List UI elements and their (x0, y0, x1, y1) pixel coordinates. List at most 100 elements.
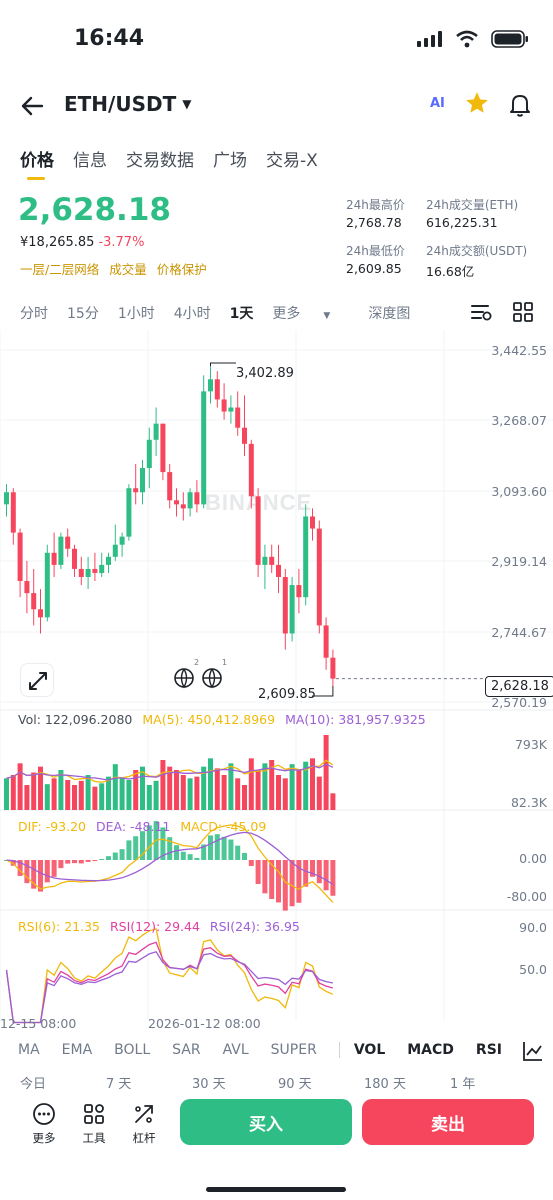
volume-bar (187, 778, 193, 810)
volume-bar (72, 785, 77, 810)
macd-bar (242, 853, 247, 860)
margin-button[interactable]: 杠杆 (124, 1102, 164, 1146)
interval-15m[interactable]: 15分 (67, 306, 99, 322)
rsi-tick-high: 90.0 (519, 920, 547, 935)
interval-1h[interactable]: 1小时 (117, 306, 155, 322)
stat-vol-eth: 616,225.31 (426, 215, 498, 230)
macd-bar (24, 860, 30, 884)
volume-bar (106, 776, 111, 810)
macd-bar (65, 860, 71, 864)
vol-tick-low: 82.3K (510, 795, 547, 810)
macd-bar (214, 834, 220, 860)
volume-bar (221, 775, 227, 810)
main-tabs: 价格 信息 交易数据 广场 交易-X (20, 146, 318, 171)
macd-bar (221, 836, 227, 860)
interval-more[interactable]: 更多 ▼ (272, 306, 331, 322)
candle-body (282, 576, 288, 634)
volume-bar (17, 763, 23, 810)
ind-rsi[interactable]: RSI (475, 1042, 502, 1058)
interval-1d[interactable]: 1天 (229, 306, 254, 322)
volume-bar (269, 760, 275, 810)
sell-button[interactable]: 卖出 (362, 1099, 534, 1145)
candle-body (276, 564, 281, 577)
candle-body (255, 496, 261, 565)
badge-count: 2 (194, 658, 200, 667)
ind-vol[interactable]: VOL (353, 1042, 386, 1058)
range-today[interactable]: 今日 (20, 1077, 47, 1092)
ind-ema[interactable]: EMA (61, 1042, 93, 1058)
range-7d[interactable]: 7 天 (106, 1077, 132, 1092)
pair-selector[interactable]: ETH/USDT ▼ (64, 92, 191, 116)
range-30d[interactable]: 30 天 (192, 1077, 226, 1092)
tab-square[interactable]: 广场 (213, 151, 247, 171)
tab-trading-data[interactable]: 交易数据 (126, 151, 194, 171)
current-price-tag: 2,628.18 (485, 676, 553, 697)
chip-volume[interactable]: 成交量 (109, 262, 147, 277)
tab-price[interactable]: 价格 (20, 151, 54, 171)
event-badge-1[interactable]: 2 (172, 658, 199, 694)
chart-settings-icon[interactable] (471, 302, 493, 322)
tools-button[interactable]: 工具 (74, 1102, 114, 1146)
low-marker: 2,609.85 (258, 687, 316, 702)
volume-bar (85, 775, 91, 810)
range-1y[interactable]: 1 年 (450, 1077, 476, 1092)
badge-count: 1 (222, 658, 228, 667)
range-180d[interactable]: 180 天 (364, 1077, 406, 1092)
back-arrow-icon[interactable] (18, 92, 46, 120)
macd-bar (310, 860, 315, 877)
indicator-chart-icon[interactable] (522, 1040, 544, 1062)
candle-body (296, 585, 302, 598)
ind-ma[interactable]: MA (18, 1042, 40, 1058)
candle-body (228, 407, 234, 412)
tab-trade-x[interactable]: 交易-X (266, 151, 318, 171)
ind-boll[interactable]: BOLL (114, 1042, 151, 1058)
ai-icon[interactable]: AI (430, 96, 445, 111)
more-button[interactable]: 更多 (24, 1102, 64, 1146)
tools-grid-icon (84, 1104, 104, 1124)
interval-time[interactable]: 分时 (20, 306, 48, 322)
rsi24-line (5, 951, 334, 1024)
bell-icon[interactable] (508, 92, 532, 118)
volume-bar (303, 761, 309, 810)
ind-avl[interactable]: AVL (222, 1042, 249, 1058)
macd-bar (208, 835, 213, 860)
candle-body (153, 423, 159, 440)
fullscreen-button[interactable] (20, 663, 54, 697)
volume-bar (242, 785, 247, 810)
more-dots-icon (33, 1103, 55, 1125)
candle-body (44, 552, 50, 618)
candle-body (180, 504, 186, 509)
kline-chart[interactable]: BINANCE (0, 330, 553, 1035)
ind-super[interactable]: SUPER (270, 1042, 317, 1058)
range-90d[interactable]: 90 天 (278, 1077, 312, 1092)
star-icon[interactable] (464, 90, 490, 116)
candles (4, 362, 485, 697)
ind-macd[interactable]: MACD (407, 1042, 454, 1058)
wifi-icon (456, 30, 478, 48)
vol-ma10-label: MA(10): 381,957.9325 (285, 712, 426, 727)
volume-bar (174, 770, 179, 810)
ind-sar[interactable]: SAR (172, 1042, 201, 1058)
macd-bar (167, 837, 173, 860)
volume-bar (24, 785, 30, 810)
buy-button[interactable]: 买入 (180, 1099, 352, 1145)
chip-protection[interactable]: 价格保护 (156, 262, 207, 277)
macd-tick-low: -80.00 (506, 889, 547, 904)
interval-depth[interactable]: 深度图 (368, 306, 411, 322)
rsi24-label: RSI(24): 36.95 (209, 919, 300, 934)
macd-label: MACD: -45.09 (180, 819, 267, 834)
interval-4h[interactable]: 4小时 (173, 306, 211, 322)
tab-info[interactable]: 信息 (73, 151, 107, 171)
macd-bar (330, 860, 336, 896)
macd-bar (276, 860, 281, 903)
event-badge-2[interactable]: 1 (200, 658, 227, 694)
candle-body (310, 516, 315, 529)
y-tick-3: 3,093.60 (491, 484, 547, 499)
last-price: 2,628.18 (18, 192, 171, 228)
macd-bar (174, 845, 179, 860)
chip-layer[interactable]: 一层/二层网络 (20, 262, 100, 277)
macd-bar (323, 860, 329, 891)
home-indicator (206, 1187, 346, 1192)
grid-layout-icon[interactable] (513, 302, 533, 322)
candle-body (323, 625, 329, 658)
